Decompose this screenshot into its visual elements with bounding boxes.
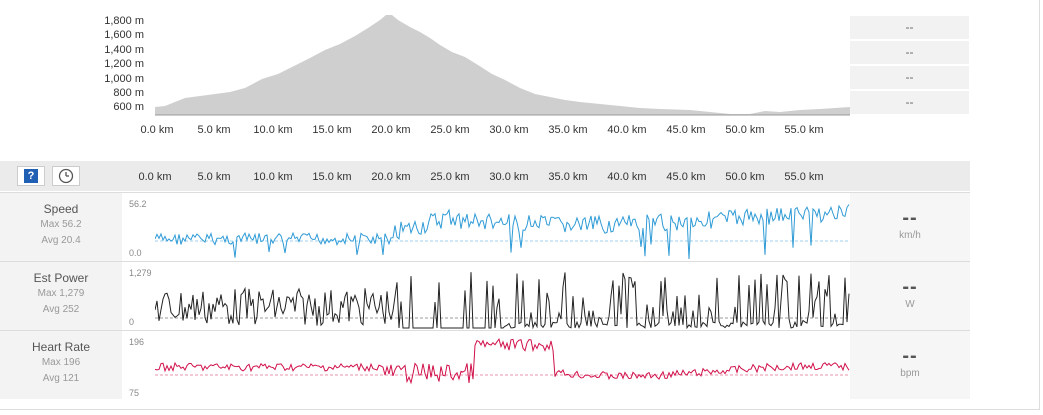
metric-value: -- [902, 207, 918, 229]
x-tick: 5.0 km [197, 124, 231, 136]
power-chart[interactable] [155, 262, 850, 330]
metric-avg: Avg 252 [42, 304, 80, 315]
heart-rate-line [155, 337, 850, 385]
clock-icon [58, 168, 74, 184]
y-tick: 1,000 m [104, 73, 144, 85]
speed-ymin-label: 0.0 [129, 248, 142, 258]
power-row: Est Power Max 1,279 Avg 252 1,279 0 -- W [0, 261, 970, 330]
metric-value: -- [902, 345, 918, 367]
x-tick: 35.0 km [548, 124, 588, 136]
heart-rate-ymin-label: 75 [129, 388, 140, 398]
x-tick: 20.0 km [371, 171, 411, 183]
elevation-profile-area [155, 15, 850, 115]
heart-rate-value-cell: -- bpm [850, 331, 970, 399]
x-tick: 20.0 km [371, 124, 411, 136]
elevation-stat: -- [850, 16, 969, 39]
x-tick: 45.0 km [666, 124, 706, 136]
metric-title: Est Power [33, 271, 89, 285]
y-tick: 600 m [113, 101, 144, 113]
x-tick: 10.0 km [253, 124, 293, 136]
metric-max: Max 56.2 [40, 219, 82, 230]
x-tick: 0.0 km [140, 124, 174, 136]
x-tick: 25.0 km [430, 171, 470, 183]
x-tick: 55.0 km [784, 171, 824, 183]
x-tick: 25.0 km [430, 124, 470, 136]
x-tick: 5.0 km [197, 171, 231, 183]
question-icon: ? [24, 169, 38, 183]
y-tick: 1,800 m [104, 15, 144, 27]
metric-value: -- [902, 276, 918, 298]
x-tick: 30.0 km [489, 124, 529, 136]
heart-rate-chart[interactable] [155, 331, 850, 399]
x-tick: 50.0 km [725, 171, 765, 183]
speed-line [155, 204, 850, 260]
power-label-cell: Est Power Max 1,279 Avg 252 [0, 262, 122, 330]
x-tick: 0.0 km [138, 171, 172, 183]
metric-title: Heart Rate [31, 340, 91, 354]
chart-toolbar [0, 161, 970, 191]
heart-rate-label-cell: Heart Rate Max 196 Avg 121 [0, 331, 122, 399]
speed-label-cell: Speed Max 56.2 Avg 20.4 [0, 193, 122, 261]
speed-chart[interactable] [155, 193, 850, 261]
x-tick: 40.0 km [607, 171, 647, 183]
metric-max: Max 1,279 [37, 288, 85, 299]
x-tick: 15.0 km [312, 124, 352, 136]
metric-unit: W [905, 299, 915, 310]
heart-rate-ymax-label: 196 [129, 337, 145, 347]
x-tick: 30.0 km [489, 171, 529, 183]
x-tick: 45.0 km [666, 171, 706, 183]
metric-unit: bpm [900, 368, 920, 379]
power-ymin-label: 0 [129, 317, 135, 327]
metric-title: Speed [43, 202, 79, 216]
x-tick: 10.0 km [253, 171, 293, 183]
x-tick: 15.0 km [312, 171, 352, 183]
x-tick: 50.0 km [725, 124, 765, 136]
y-tick: 800 m [113, 87, 144, 99]
elevation-chart[interactable] [0, 0, 1040, 160]
y-tick: 1,400 m [104, 44, 144, 56]
elevation-stat: -- [850, 91, 969, 114]
speed-row: Speed Max 56.2 Avg 20.4 56.2 0.0 -- km/h [0, 192, 970, 261]
power-line [155, 272, 850, 330]
x-tick: 35.0 km [548, 171, 588, 183]
y-tick: 1,200 m [104, 58, 144, 70]
elevation-stat: -- [850, 66, 969, 89]
metric-avg: Avg 20.4 [41, 235, 81, 246]
elevation-stat: -- [850, 41, 969, 64]
metric-max: Max 196 [41, 357, 81, 368]
power-ymax-label: 1,279 [129, 268, 152, 278]
help-button[interactable]: ? [17, 166, 45, 186]
y-tick: 1,600 m [104, 29, 144, 41]
metric-unit: km/h [899, 230, 921, 241]
speed-ymax-label: 56.2 [129, 199, 147, 209]
metric-avg: Avg 121 [42, 373, 80, 384]
power-value-cell: -- W [850, 262, 970, 330]
x-tick: 40.0 km [607, 124, 647, 136]
heart-rate-row: Heart Rate Max 196 Avg 121 196 75 -- bpm [0, 330, 970, 399]
x-tick: 55.0 km [784, 124, 824, 136]
speed-value-cell: -- km/h [850, 193, 970, 261]
time-axis-button[interactable] [52, 166, 80, 186]
